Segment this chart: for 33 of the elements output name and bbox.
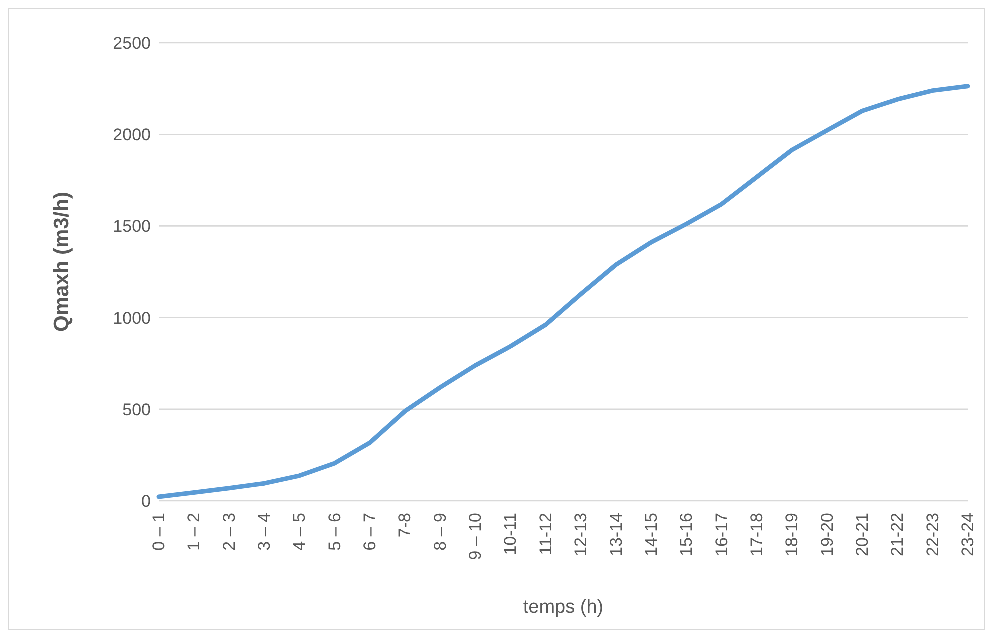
- x-tick-label: 1 – 2: [184, 513, 204, 551]
- y-axis-title: Qmaxh (m3/h): [50, 192, 74, 332]
- y-tick-label: 500: [122, 400, 151, 420]
- x-tick-label: 17-18: [747, 513, 766, 556]
- x-tick-label: 18-19: [782, 513, 802, 556]
- x-tick-label: 21-22: [888, 513, 908, 556]
- y-tick-label: 0: [142, 492, 151, 512]
- x-tick-label: 19-20: [818, 513, 837, 556]
- x-tick-label: 12-13: [572, 513, 591, 556]
- x-tick-label: 6 – 7: [360, 513, 380, 551]
- y-tick-label: 1000: [113, 308, 151, 328]
- x-tick-label: 7-8: [396, 513, 415, 538]
- y-tick-label: 1500: [113, 217, 151, 236]
- x-axis-title: temps (h): [523, 597, 604, 618]
- x-tick-label: 13-14: [606, 513, 626, 556]
- x-tick-label: 9 – 10: [466, 513, 486, 560]
- x-tick-label: 22-23: [923, 513, 942, 556]
- x-tick-label: 16-17: [712, 513, 732, 556]
- line-series: [156, 84, 970, 500]
- x-tick-label: 3 – 4: [255, 513, 274, 551]
- x-tick-label: 10-11: [501, 513, 520, 556]
- x-tick-label: 5 – 6: [325, 513, 344, 551]
- x-tick-label: 23-24: [958, 513, 978, 556]
- x-tick-label: 8 – 9: [430, 513, 450, 551]
- x-tick-label: 4 – 5: [290, 513, 310, 551]
- x-tick-label: 15-16: [677, 513, 696, 556]
- y-tick-label: 2000: [113, 126, 151, 145]
- y-tick-label: 2500: [113, 34, 151, 54]
- x-tick-label: 14-15: [642, 513, 661, 556]
- x-tick-label: 0 – 1: [150, 513, 168, 551]
- x-tick-label: 20-21: [852, 513, 872, 556]
- x-tick-label: 2 – 3: [220, 513, 239, 551]
- x-tick-label: 11-12: [536, 513, 556, 556]
